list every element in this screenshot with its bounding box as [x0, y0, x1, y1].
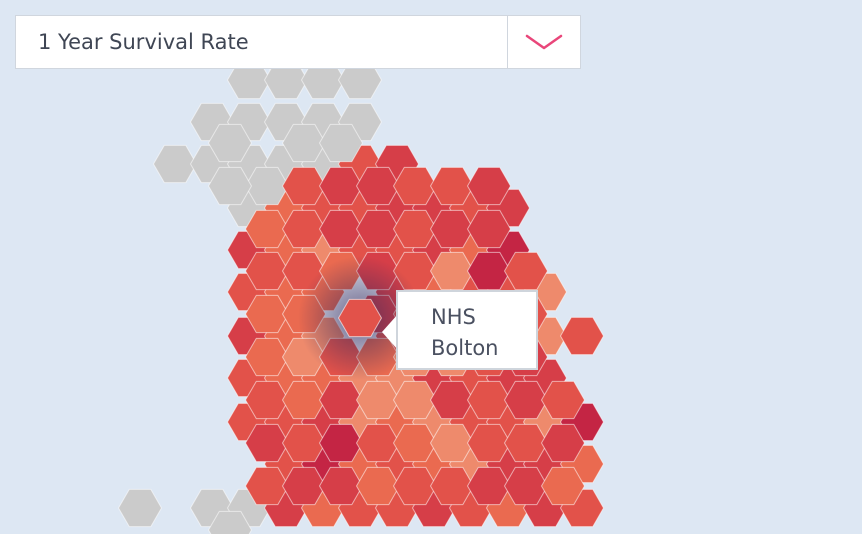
tooltip-pointer	[382, 314, 398, 350]
area-hex[interactable]	[207, 123, 253, 163]
area-hex[interactable]	[503, 466, 549, 506]
selected-area	[337, 298, 383, 338]
area-hex[interactable]	[244, 423, 290, 463]
area-hex[interactable]	[559, 316, 605, 356]
area-hex[interactable]	[392, 380, 438, 420]
area-hex[interactable]	[281, 209, 327, 249]
area-hex[interactable]	[429, 423, 475, 463]
area-hex[interactable]	[429, 380, 475, 420]
area-hex[interactable]	[281, 380, 327, 420]
area-hex[interactable]	[355, 380, 401, 420]
area-hex[interactable]	[281, 166, 327, 206]
area-hex[interactable]	[429, 251, 475, 291]
area-hex[interactable]	[281, 423, 327, 463]
area-hex[interactable]	[503, 380, 549, 420]
area-hex[interactable]	[466, 466, 512, 506]
area-hex[interactable]	[355, 466, 401, 506]
area-hex[interactable]	[117, 488, 163, 528]
area-hex[interactable]	[244, 251, 290, 291]
area-hex[interactable]	[466, 166, 512, 206]
area-hex[interactable]	[244, 337, 290, 377]
area-hex[interactable]	[318, 423, 364, 463]
area-hex[interactable]	[244, 209, 290, 249]
tooltip-line-1: NHS	[431, 305, 476, 329]
area-hex[interactable]	[429, 166, 475, 206]
area-hex[interactable]	[207, 510, 253, 534]
area-hex[interactable]	[392, 209, 438, 249]
area-hex[interactable]	[318, 123, 364, 163]
area-hex[interactable]	[466, 423, 512, 463]
area-hex[interactable]	[466, 380, 512, 420]
area-hex[interactable]	[244, 466, 290, 506]
area-hex[interactable]	[392, 166, 438, 206]
area-hex[interactable]	[392, 423, 438, 463]
area-hex[interactable]	[318, 380, 364, 420]
area-hex[interactable]	[466, 251, 512, 291]
area-hex[interactable]	[540, 466, 586, 506]
area-hex[interactable]	[355, 166, 401, 206]
area-hex[interactable]	[429, 466, 475, 506]
area-hex[interactable]	[318, 466, 364, 506]
tooltip-text: NHS Bolton	[431, 302, 498, 364]
area-hex[interactable]	[207, 166, 253, 206]
area-hex[interactable]	[466, 209, 512, 249]
area-hex[interactable]	[540, 423, 586, 463]
metric-selected-value: 1 Year Survival Rate	[38, 30, 249, 54]
dropdown-toggle-button[interactable]	[507, 16, 580, 68]
tooltip-line-2: Bolton	[431, 336, 499, 360]
area-hex[interactable]	[355, 209, 401, 249]
area-hex[interactable]	[244, 380, 290, 420]
area-hex[interactable]	[540, 380, 586, 420]
area-hex[interactable]	[392, 466, 438, 506]
chevron-down-icon	[525, 34, 563, 50]
metric-dropdown[interactable]: 1 Year Survival Rate	[15, 15, 581, 69]
area-hex[interactable]	[281, 123, 327, 163]
area-hex[interactable]	[429, 209, 475, 249]
area-hex[interactable]	[355, 423, 401, 463]
area-hex[interactable]	[503, 423, 549, 463]
area-hex[interactable]	[281, 466, 327, 506]
area-hex[interactable]	[503, 251, 549, 291]
area-hex[interactable]	[152, 144, 198, 184]
area-hex[interactable]	[318, 209, 364, 249]
area-hex[interactable]	[318, 166, 364, 206]
selected-area-hex[interactable]	[337, 298, 383, 338]
area-hex[interactable]	[244, 294, 290, 334]
area-tooltip: NHS Bolton	[396, 290, 538, 370]
